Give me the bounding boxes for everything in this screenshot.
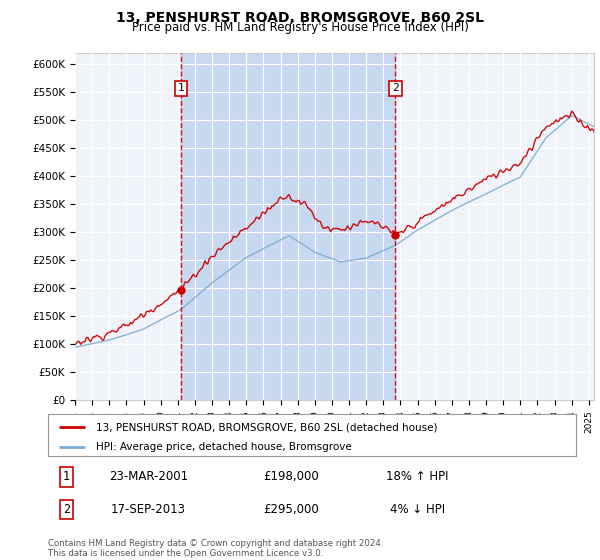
Text: HPI: Average price, detached house, Bromsgrove: HPI: Average price, detached house, Brom… [95,442,351,452]
Text: Contains HM Land Registry data © Crown copyright and database right 2024.
This d: Contains HM Land Registry data © Crown c… [48,539,383,558]
Text: 17-SEP-2013: 17-SEP-2013 [111,503,186,516]
Text: 18% ↑ HPI: 18% ↑ HPI [386,470,449,483]
Text: £295,000: £295,000 [263,503,319,516]
Text: 13, PENSHURST ROAD, BROMSGROVE, B60 2SL: 13, PENSHURST ROAD, BROMSGROVE, B60 2SL [116,11,484,25]
Text: 23-MAR-2001: 23-MAR-2001 [109,470,188,483]
Text: 2: 2 [63,503,70,516]
Text: £198,000: £198,000 [263,470,319,483]
Text: Price paid vs. HM Land Registry's House Price Index (HPI): Price paid vs. HM Land Registry's House … [131,21,469,34]
Bar [181,53,395,400]
Text: 13, PENSHURST ROAD, BROMSGROVE, B60 2SL (detached house): 13, PENSHURST ROAD, BROMSGROVE, B60 2SL … [95,422,437,432]
Text: 1: 1 [178,83,184,94]
Text: 4% ↓ HPI: 4% ↓ HPI [390,503,445,516]
Text: 2: 2 [392,83,399,94]
Text: 1: 1 [63,470,70,483]
